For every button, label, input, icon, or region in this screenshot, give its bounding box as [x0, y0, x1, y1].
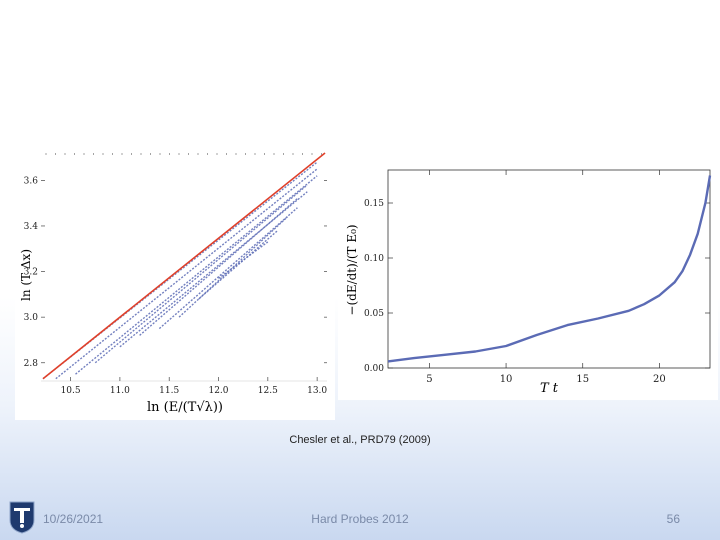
energy-loss-scatter-chart: 10.5 11.0 11.5 12.0 12.5 13.0 2.8 3.0 3.2 3.4 3.6 … [15, 145, 335, 420]
scatter-y-axis-label: ln (T Δx) [19, 249, 33, 301]
scatter-series-band [119, 191, 308, 348]
line-y-tick-label: 0.15 [364, 199, 384, 209]
scatter-series-band [94, 184, 308, 364]
line-y-tick-label: 0.00 [364, 364, 384, 374]
footer-date: 10/26/2021 [43, 512, 104, 526]
scatter-y-tick-label: 3.0 [24, 313, 39, 323]
line-y-axis-label: −(dE/dt)/(T E₀) [345, 224, 359, 315]
line-x-tick-label: 5 [426, 374, 432, 385]
scatter-series-band [42, 161, 318, 380]
scatter-series-band [75, 175, 318, 375]
line-series-group [387, 175, 712, 363]
line-x-tick-label: 20 [653, 374, 666, 385]
energy-loss-rate-chart: 5 10 15 20 0.00 0.05 0.10 0.15 T t −(dE/dt)/(T … [338, 160, 718, 400]
scatter-x-tick-label: 11.0 [110, 386, 130, 396]
line-chart-svg: 5 10 15 20 0.00 0.05 0.10 0.15 T t −(dE/dt)/(T … [345, 169, 712, 396]
scatter-chart-svg: 10.5 11.0 11.5 12.0 12.5 13.02.83.03.23.43.6 … [19, 152, 327, 415]
scatter-series-band [139, 198, 298, 336]
scatter-y-tick-label: 2.8 [24, 359, 39, 369]
scatter-y-tick-label: 3.4 [24, 222, 39, 232]
scatter-series-band [55, 168, 318, 380]
scatter-axes: 10.5 11.0 11.5 12.0 12.5 13.0 2.8 3.0 3.2 3.4 3.6 [24, 153, 327, 396]
energy-loss-curve [387, 175, 712, 363]
footer-title: Hard Probes 2012 [311, 512, 409, 526]
scatter-series-group [42, 152, 326, 380]
scatter-x-axis-label: ln (E/(T√λ)) [147, 400, 223, 415]
scatter-x-tick-label: 13.0 [307, 386, 327, 396]
citation-caption: Chesler et al., PRD79 (2009) [289, 434, 431, 446]
line-chart-frame [387, 169, 711, 369]
line-x-tick-label: 10 [500, 374, 513, 385]
line-y-tick-label: 0.10 [364, 254, 384, 264]
university-logo-icon [9, 501, 35, 534]
scatter-series-band [158, 207, 298, 330]
line-x-tick-label: 15 [576, 374, 589, 385]
line-x-axis-label: T t [540, 381, 559, 396]
scatter-x-tick-label: 12.5 [258, 386, 278, 396]
line-y-tick-label: 0.05 [364, 309, 384, 319]
scatter-x-tick-label: 10.5 [61, 386, 81, 396]
footer-page-number: 56 [666, 512, 680, 526]
scatter-y-tick-label: 3.6 [24, 176, 39, 186]
scatter-y-tick-label: 3.2 [24, 268, 38, 278]
line-axes: 5 10 15 20 0.00 0.05 0.10 0.15 [364, 169, 711, 385]
scatter-reference-line [42, 152, 326, 380]
scatter-x-tick-label: 12.0 [208, 386, 228, 396]
scatter-x-tick-label: 11.5 [159, 386, 179, 396]
